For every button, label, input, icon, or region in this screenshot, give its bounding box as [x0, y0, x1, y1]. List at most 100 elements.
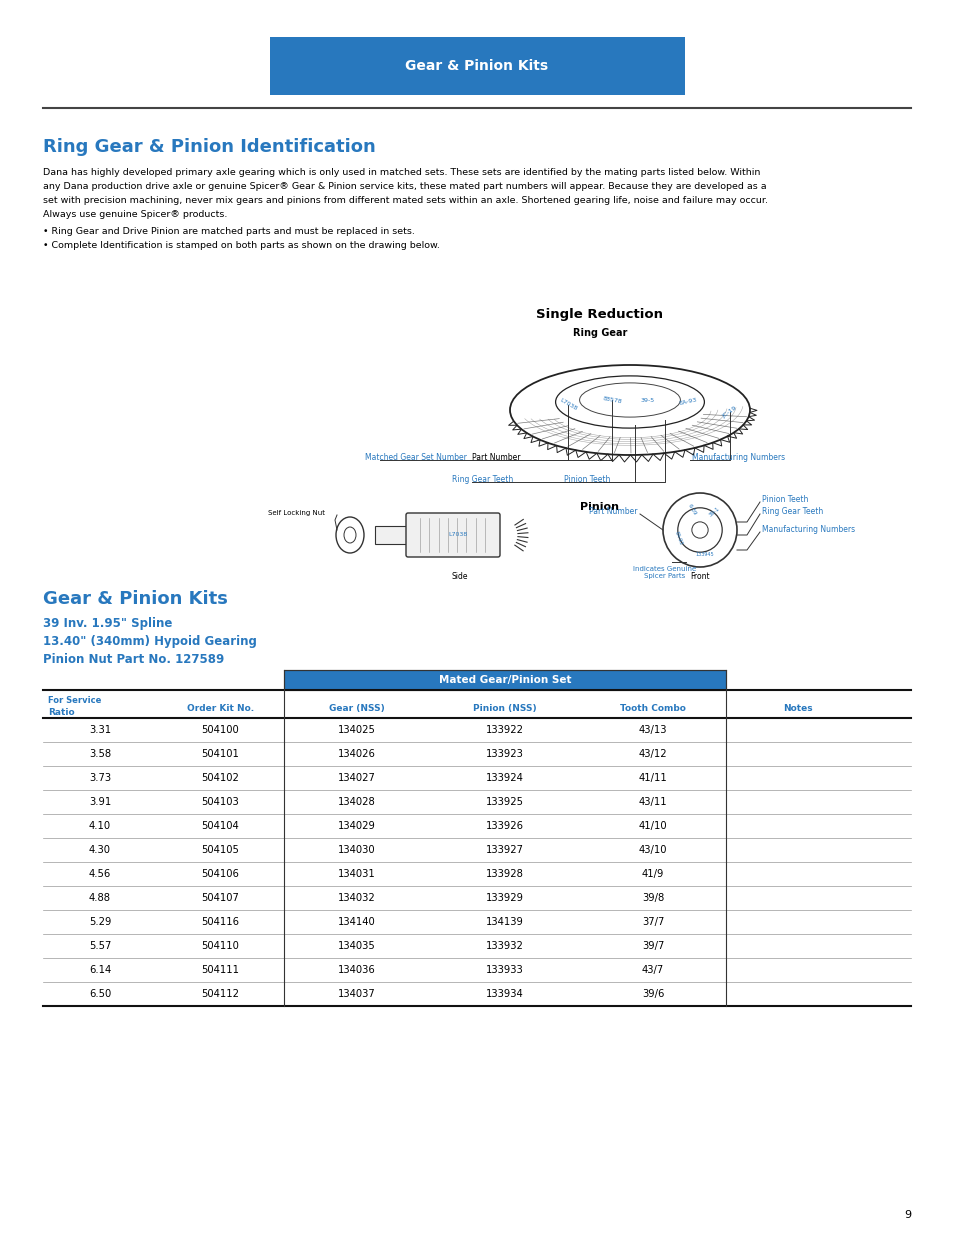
- Text: Side: Side: [452, 572, 468, 580]
- Text: 134028: 134028: [337, 797, 375, 806]
- Text: Front: Front: [689, 572, 709, 580]
- Text: 13.40" (340mm) Hypoid Gearing: 13.40" (340mm) Hypoid Gearing: [43, 635, 256, 648]
- Text: 133934: 133934: [486, 989, 523, 999]
- Text: 504100: 504100: [201, 725, 239, 735]
- Text: 5.29: 5.29: [89, 918, 112, 927]
- Text: 133932: 133932: [485, 941, 523, 951]
- Text: 43/13: 43/13: [639, 725, 666, 735]
- Text: 6.14: 6.14: [89, 965, 111, 974]
- Text: Pinion: Pinion: [579, 501, 618, 513]
- Text: Order Kit No.: Order Kit No.: [187, 704, 253, 713]
- Text: 133925: 133925: [485, 797, 523, 806]
- Bar: [270, 37, 684, 95]
- Text: 134030: 134030: [337, 845, 375, 855]
- Text: Part Number: Part Number: [589, 508, 638, 516]
- Text: 43/7: 43/7: [641, 965, 663, 974]
- Text: 504107: 504107: [201, 893, 239, 903]
- Text: Pinion Nut Part No. 127589: Pinion Nut Part No. 127589: [43, 653, 224, 666]
- Text: 3.31: 3.31: [89, 725, 111, 735]
- Text: 3.73: 3.73: [89, 773, 111, 783]
- Text: • Complete Identification is stamped on both parts as shown on the drawing below: • Complete Identification is stamped on …: [43, 241, 439, 249]
- Text: L7038: L7038: [448, 532, 467, 537]
- Text: Single Reduction: Single Reduction: [536, 308, 662, 321]
- Text: Notes: Notes: [782, 704, 812, 713]
- Text: Dana has highly developed primary axle gearing which is only used in matched set: Dana has highly developed primary axle g…: [43, 168, 760, 177]
- Text: 37/7: 37/7: [641, 918, 663, 927]
- Text: 133926: 133926: [485, 821, 523, 831]
- Text: Mated Gear/Pinion Set: Mated Gear/Pinion Set: [438, 676, 571, 685]
- Text: 134026: 134026: [337, 748, 375, 760]
- Text: 504101: 504101: [201, 748, 239, 760]
- Text: 39-5: 39-5: [640, 398, 655, 403]
- Text: Always use genuine Spicer® products.: Always use genuine Spicer® products.: [43, 210, 227, 219]
- Text: 39-1: 39-1: [707, 506, 720, 517]
- Text: 134025: 134025: [337, 725, 375, 735]
- Text: 134029: 134029: [337, 821, 375, 831]
- Text: 504102: 504102: [201, 773, 239, 783]
- Text: Self Locking Nut: Self Locking Nut: [268, 510, 325, 516]
- Text: Tooth Combo: Tooth Combo: [619, 704, 685, 713]
- Text: 5.57: 5.57: [89, 941, 112, 951]
- Text: Gear & Pinion Kits: Gear & Pinion Kits: [43, 590, 228, 608]
- Text: 504116: 504116: [201, 918, 239, 927]
- Text: • Ring Gear and Drive Pinion are matched parts and must be replaced in sets.: • Ring Gear and Drive Pinion are matched…: [43, 227, 415, 236]
- Text: Pinion Teeth: Pinion Teeth: [563, 475, 610, 484]
- Text: 4.30: 4.30: [89, 845, 111, 855]
- Text: 6-39: 6-39: [686, 504, 697, 516]
- Text: 504103: 504103: [201, 797, 239, 806]
- Text: 9: 9: [902, 1210, 910, 1220]
- Text: Matched Gear Set Number: Matched Gear Set Number: [365, 453, 466, 462]
- Text: 133928: 133928: [485, 869, 523, 879]
- Text: Pinion Teeth: Pinion Teeth: [761, 495, 807, 504]
- Text: 6.50: 6.50: [89, 989, 111, 999]
- Text: 3.91: 3.91: [89, 797, 111, 806]
- Text: 134140: 134140: [337, 918, 375, 927]
- Text: 133933: 133933: [486, 965, 523, 974]
- Text: For Service: For Service: [48, 697, 101, 705]
- Text: Pinion (NSS): Pinion (NSS): [473, 704, 537, 713]
- Text: 4.10: 4.10: [89, 821, 111, 831]
- Text: 133929: 133929: [485, 893, 523, 903]
- Text: 134037: 134037: [337, 989, 375, 999]
- Text: Ring Gear Teeth: Ring Gear Teeth: [761, 508, 822, 516]
- Text: 39/8: 39/8: [641, 893, 663, 903]
- Text: 504110: 504110: [201, 941, 239, 951]
- Text: 133945: 133945: [695, 552, 714, 557]
- Text: 39/7: 39/7: [641, 941, 663, 951]
- Text: L7038: L7038: [558, 398, 577, 412]
- Bar: [284, 671, 725, 690]
- Text: 4.56: 4.56: [89, 869, 111, 879]
- Text: any Dana production drive axle or genuine Spicer® Gear & Pinion service kits, th: any Dana production drive axle or genuin…: [43, 182, 766, 191]
- Text: EA-93: EA-93: [673, 531, 682, 546]
- Text: 134036: 134036: [337, 965, 375, 974]
- Text: 133922: 133922: [485, 725, 523, 735]
- Text: 504105: 504105: [201, 845, 239, 855]
- Text: EA-93: EA-93: [678, 398, 697, 406]
- Text: 41/9: 41/9: [641, 869, 663, 879]
- Text: 504106: 504106: [201, 869, 239, 879]
- Bar: [375, 526, 407, 543]
- Text: Ratio: Ratio: [48, 708, 74, 718]
- Text: 88578: 88578: [601, 396, 621, 404]
- Text: 3.58: 3.58: [89, 748, 111, 760]
- Text: 39/6: 39/6: [641, 989, 663, 999]
- Text: 134032: 134032: [337, 893, 375, 903]
- Text: Manufacturing Numbers: Manufacturing Numbers: [761, 525, 854, 534]
- Text: 41/10: 41/10: [638, 821, 666, 831]
- FancyBboxPatch shape: [406, 513, 499, 557]
- Text: 504104: 504104: [201, 821, 239, 831]
- Text: JC-19: JC-19: [721, 405, 738, 419]
- Text: 134139: 134139: [485, 918, 523, 927]
- Text: 504112: 504112: [201, 989, 239, 999]
- Text: 43/12: 43/12: [638, 748, 666, 760]
- Text: 134027: 134027: [337, 773, 375, 783]
- Text: 41/11: 41/11: [638, 773, 667, 783]
- Text: 4.88: 4.88: [89, 893, 111, 903]
- Text: Gear & Pinion Kits: Gear & Pinion Kits: [405, 59, 548, 73]
- Text: Ring Gear Teeth: Ring Gear Teeth: [452, 475, 513, 484]
- Text: Ring Gear: Ring Gear: [572, 329, 626, 338]
- Text: Manufacturing Numbers: Manufacturing Numbers: [691, 453, 784, 462]
- Text: 133923: 133923: [485, 748, 523, 760]
- Text: 39 Inv. 1.95" Spline: 39 Inv. 1.95" Spline: [43, 618, 172, 630]
- Text: Part Number: Part Number: [472, 453, 520, 462]
